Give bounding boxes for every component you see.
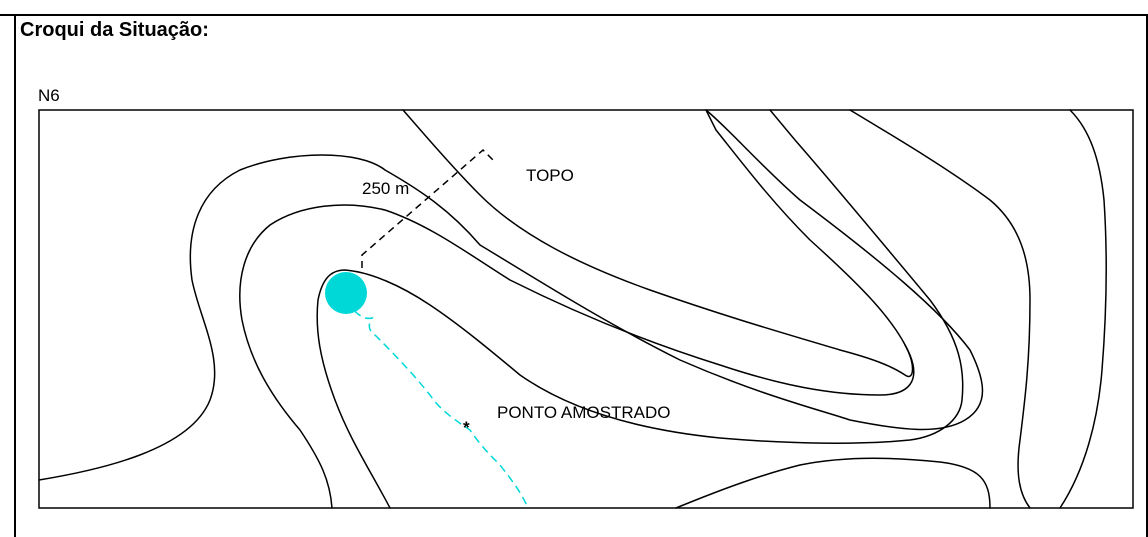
sample-point-label: PONTO AMOSTRADO	[497, 403, 671, 422]
contour-line-7	[675, 457, 991, 509]
panel-left-border	[14, 14, 16, 537]
contour-line-4	[402, 109, 914, 378]
panel-top-border	[0, 14, 1148, 16]
panel-right-border	[1146, 14, 1148, 537]
stream-line	[346, 299, 529, 509]
contour-lines	[38, 109, 1107, 509]
map-border	[38, 109, 1134, 509]
contour-line-5	[849, 109, 1031, 509]
distance-bracket	[361, 148, 494, 268]
contour-line-6	[1059, 109, 1107, 509]
distance-label: 250 m	[362, 179, 409, 198]
spring-icon	[325, 272, 367, 314]
map-sheet-label: N6	[38, 86, 60, 105]
section-title: Croqui da Situação:	[20, 19, 209, 41]
contour-line-2	[239, 109, 915, 509]
contour-line-3	[316, 109, 964, 509]
contour-line-1	[38, 109, 984, 481]
sample-point-icon: *	[463, 418, 470, 437]
summit-label: TOPO	[526, 166, 574, 185]
